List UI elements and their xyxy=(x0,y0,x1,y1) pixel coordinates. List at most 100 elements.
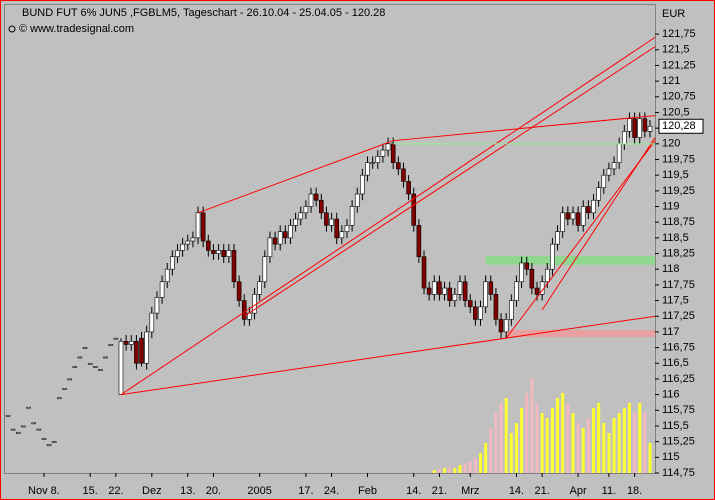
candle-body xyxy=(46,444,52,447)
candle-body xyxy=(616,143,622,163)
y-tick-label: 115,25 xyxy=(662,436,695,448)
candle-body xyxy=(514,281,519,301)
candle-body xyxy=(452,294,458,301)
candle-body xyxy=(211,250,216,254)
candle-body xyxy=(550,243,555,270)
candle-body xyxy=(632,118,637,138)
unit-label: EUR xyxy=(662,8,685,20)
candle-body xyxy=(298,212,304,220)
candle-body xyxy=(611,162,617,170)
candle-body xyxy=(431,281,437,295)
volume-bar xyxy=(463,463,467,473)
volume-bar xyxy=(627,403,631,473)
zone xyxy=(506,330,656,337)
y-tick-label: 119,25 xyxy=(662,185,695,197)
volume-bar xyxy=(571,413,575,473)
candle-body xyxy=(596,187,601,201)
volume-bar xyxy=(607,433,611,473)
candle-body xyxy=(344,225,350,232)
y-tick-label: 120 xyxy=(662,138,680,150)
candle-body xyxy=(447,287,452,301)
candle-body xyxy=(483,281,488,308)
candle-body xyxy=(570,212,576,220)
candle-body xyxy=(277,231,283,245)
candle-body xyxy=(170,256,175,270)
candle-body xyxy=(601,174,607,189)
candle-body xyxy=(555,231,560,245)
y-tick-label: 120,5 xyxy=(662,106,690,118)
candle-body xyxy=(416,225,422,257)
trend-line xyxy=(505,140,656,339)
candle-body xyxy=(457,281,463,295)
last-price-label: 120,28 xyxy=(662,120,696,132)
subtitle: © www.tradesignal.com xyxy=(19,23,134,35)
candle-body xyxy=(467,300,473,308)
volume-bar xyxy=(468,461,472,473)
candle-body xyxy=(267,237,273,257)
y-tick-label: 117,25 xyxy=(662,310,695,322)
x-tick-label: Mrz xyxy=(461,485,479,497)
volume-bar xyxy=(437,469,441,473)
volume-bar xyxy=(581,428,585,473)
candle-body xyxy=(200,212,206,242)
volume-bar xyxy=(484,443,488,473)
candle-body xyxy=(318,199,324,214)
candle-body xyxy=(118,341,124,395)
x-tick-label: 15. xyxy=(83,485,98,497)
y-tick-label: 119 xyxy=(662,200,680,212)
candle-body xyxy=(488,281,494,295)
x-tick-label: 24. xyxy=(324,485,339,497)
candle-body xyxy=(498,319,504,333)
candle-body xyxy=(134,341,139,364)
candle-body xyxy=(565,212,571,220)
candle-body xyxy=(437,281,442,295)
candle-body xyxy=(144,331,149,364)
y-tick-label: 121,5 xyxy=(662,44,690,56)
y-tick-label: 118,75 xyxy=(662,216,695,228)
volume-bar xyxy=(612,418,616,473)
candle-body xyxy=(41,438,47,440)
candle-body xyxy=(313,193,319,201)
candle-body xyxy=(149,312,155,333)
candle-body xyxy=(375,156,381,163)
candle-body xyxy=(560,212,565,232)
candle-body xyxy=(82,347,88,349)
last-price-box xyxy=(658,118,704,134)
x-tick-label: 21. xyxy=(534,485,549,497)
x-tick-label: 18. xyxy=(627,485,642,497)
candle-body xyxy=(473,306,478,320)
volume-bar xyxy=(479,453,483,473)
volume-bar xyxy=(514,423,518,473)
candle-body xyxy=(354,193,360,207)
candle-body xyxy=(339,231,345,239)
y-tick-label: 119,75 xyxy=(662,153,695,165)
volume-bar xyxy=(633,413,637,473)
candle-body xyxy=(26,406,31,409)
candle-body xyxy=(139,337,144,364)
y-tick-label: 116,75 xyxy=(662,342,695,354)
volume-bar xyxy=(586,418,590,473)
candle-body xyxy=(241,300,247,320)
candle-body xyxy=(396,162,401,170)
chart-title: BUND FUT 6% JUN5 ,FGBLM5, Tageschart - 2… xyxy=(22,7,385,19)
volume-bar xyxy=(535,403,539,473)
candle-body xyxy=(421,256,427,289)
candle-body xyxy=(642,118,648,132)
trend-line xyxy=(393,115,656,142)
volume-bar xyxy=(597,403,601,473)
x-tick-label: 13. xyxy=(180,485,195,497)
volume-bar xyxy=(530,378,534,473)
y-tick-label: 115 xyxy=(662,451,680,463)
candle-body xyxy=(627,118,632,132)
candle-body xyxy=(529,268,535,289)
y-tick-label: 120,75 xyxy=(662,91,696,103)
y-tick-label: 114,75 xyxy=(662,467,695,479)
candle-body xyxy=(272,237,278,245)
candle-body xyxy=(159,281,165,298)
candle-body xyxy=(349,206,355,226)
candle-body xyxy=(10,428,16,431)
trend-line xyxy=(120,36,656,396)
x-tick-label: 2005 xyxy=(247,485,271,497)
volume-bar xyxy=(643,413,647,473)
candle-body xyxy=(509,300,514,320)
